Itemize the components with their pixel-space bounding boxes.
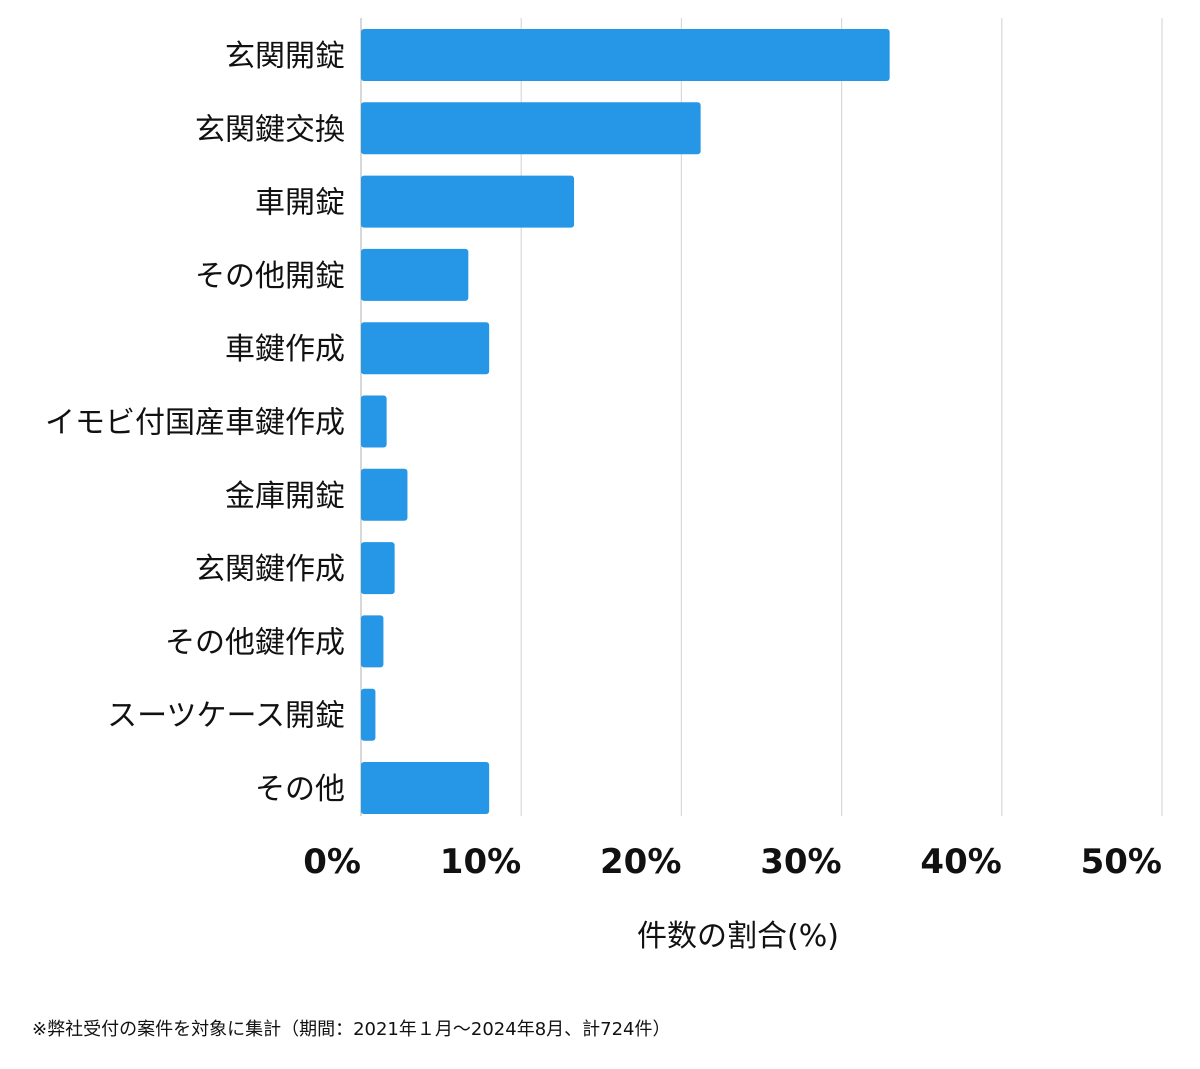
x-tick-label: 10% [440, 842, 521, 882]
category-label: 玄関開錠 [225, 39, 345, 74]
category-label: その他鍵作成 [165, 625, 345, 660]
bar [361, 688, 376, 741]
x-axis-title: 件数の割合(%) [637, 919, 839, 954]
category-labels: 玄関開錠玄関鍵交換車開錠その他開錠車鍵作成イモビ付国産車鍵作成金庫開錠玄関鍵作成… [45, 39, 345, 807]
category-label: 車開錠 [255, 186, 345, 221]
bar [361, 175, 575, 228]
bar [361, 322, 490, 375]
bar [361, 468, 408, 521]
bar [361, 542, 395, 595]
category-label: 車鍵作成 [225, 332, 345, 367]
x-tick-labels: 0% 10% 20% 30% 40% 50% [303, 842, 1162, 882]
bar [361, 29, 890, 81]
bar [361, 248, 469, 301]
category-label: スーツケース開錠 [107, 699, 345, 734]
category-label: その他開錠 [195, 259, 345, 294]
x-tick-label: 40% [920, 842, 1001, 882]
category-label: イモビ付国産車鍵作成 [45, 406, 345, 441]
category-label: 金庫開錠 [225, 479, 345, 514]
x-tick-label: 20% [600, 842, 681, 882]
bar [361, 102, 701, 155]
bar [361, 395, 387, 448]
bar [361, 762, 490, 814]
bars [361, 29, 890, 814]
x-tick-label: 30% [760, 842, 841, 882]
x-tick-label: 0% [303, 842, 361, 882]
category-label: 玄関鍵作成 [195, 552, 345, 587]
bar-chart: 玄関開錠玄関鍵交換車開錠その他開錠車鍵作成イモビ付国産車鍵作成金庫開錠玄関鍵作成… [45, 18, 1163, 954]
category-label: 玄関鍵交換 [195, 112, 345, 147]
category-label: その他 [255, 772, 345, 807]
bar [361, 615, 384, 668]
footnote: ※弊社受付の案件を対象に集計（期間：2021年１月〜2024年8月、計724件） [32, 1019, 671, 1040]
x-tick-label: 50% [1081, 842, 1162, 882]
